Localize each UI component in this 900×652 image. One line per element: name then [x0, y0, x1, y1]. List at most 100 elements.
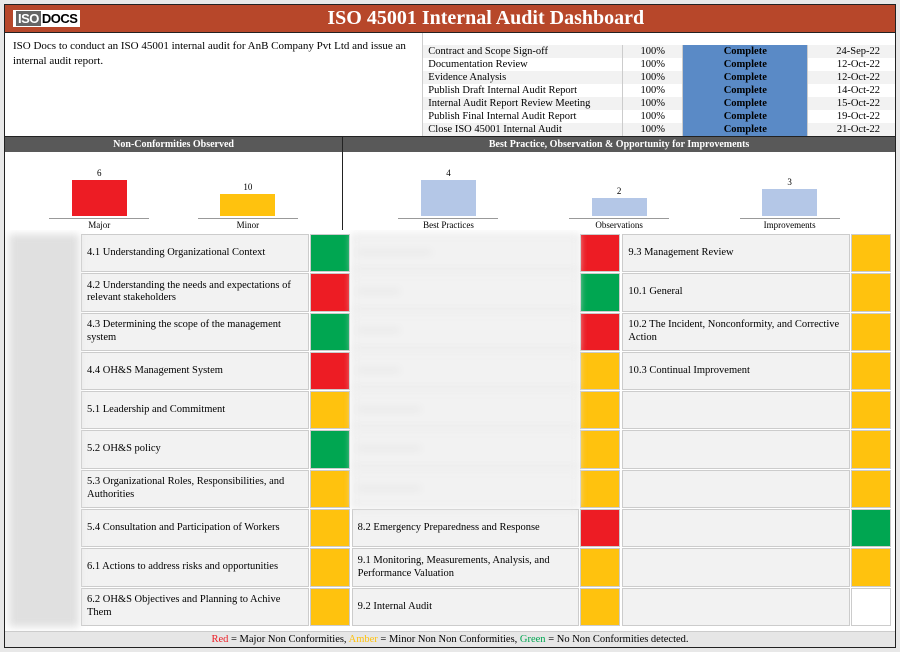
logo-iso: ISO	[16, 11, 41, 26]
matrix-label: ——————	[352, 430, 580, 468]
matrix-row: 6.2 OH&S Objectives and Planning to Achi…	[81, 588, 350, 627]
milestone-pct: 100%	[623, 58, 683, 71]
legend-red: Red	[211, 634, 228, 645]
page-title: ISO 45001 Internal Audit Dashboard	[82, 7, 889, 30]
matrix-status	[851, 234, 891, 272]
matrix-label: ————	[352, 352, 580, 390]
matrix-label: 4.2 Understanding the needs and expectat…	[81, 273, 309, 311]
matrix-label: 9.1 Monitoring, Measurements, Analysis, …	[352, 548, 580, 586]
milestone-pct: 100%	[623, 123, 683, 136]
logo-docs: DOCS	[42, 11, 78, 26]
milestone-name: Documentation Review	[423, 58, 623, 71]
milestone-pct: 100%	[623, 84, 683, 97]
matrix-label	[622, 470, 850, 508]
matrix-row: 10.3 Continual Improvement	[622, 352, 891, 391]
matrix-label: ——————	[352, 470, 580, 508]
left-blur	[9, 234, 79, 627]
milestone-status: Complete	[683, 84, 808, 97]
bar-value: 4	[446, 168, 451, 178]
matrix-status	[580, 509, 620, 547]
matrix-row: 4.4 OH&S Management System	[81, 352, 350, 391]
matrix-status	[310, 430, 350, 468]
bar-label: Best Practices	[398, 218, 498, 230]
matrix-row: 8.2 Emergency Preparedness and Response	[352, 509, 621, 548]
matrix-row: 4.1 Understanding Organizational Context	[81, 234, 350, 273]
milestone-status: Complete	[683, 123, 808, 136]
bar-label: Major	[49, 218, 149, 230]
milestone-name: Evidence Analysis	[423, 71, 623, 84]
bar	[72, 180, 127, 216]
matrix-row	[622, 470, 891, 509]
matrix-label: 5.3 Organizational Roles, Responsibiliti…	[81, 470, 309, 508]
matrix-label: 9.3 Management Review	[622, 234, 850, 272]
milestone-row: Internal Audit Report Review Meeting100%…	[423, 97, 895, 110]
milestone-status: Complete	[683, 110, 808, 123]
matrix-status	[851, 352, 891, 390]
dashboard-frame: ISO DOCS ISO 45001 Internal Audit Dashbo…	[4, 4, 896, 648]
matrix-label: 9.2 Internal Audit	[352, 588, 580, 626]
matrix-label: ——————	[352, 391, 580, 429]
bar-label: Improvements	[740, 218, 840, 230]
matrix-row: 10.2 The Incident, Nonconformity, and Co…	[622, 313, 891, 352]
matrix-status	[580, 391, 620, 429]
milestone-name: Close ISO 45001 Internal Audit	[423, 123, 623, 136]
matrix-row: 4.3 Determining the scope of the managem…	[81, 313, 350, 352]
matrix-row: 9.1 Monitoring, Measurements, Analysis, …	[352, 548, 621, 587]
milestone-row: Publish Final Internal Audit Report100%C…	[423, 110, 895, 123]
matrix-label: 10.2 The Incident, Nonconformity, and Co…	[622, 313, 850, 351]
bar-group: 10 Minor	[198, 182, 298, 230]
bar	[592, 198, 647, 216]
matrix-status	[310, 313, 350, 351]
bar	[421, 180, 476, 216]
matrix-row: ——————	[352, 391, 621, 430]
matrix-row	[622, 391, 891, 430]
bar-value: 10	[243, 182, 252, 192]
matrix-status	[851, 391, 891, 429]
matrix-row: ——————	[352, 430, 621, 469]
milestone-row: Close ISO 45001 Internal Audit100%Comple…	[423, 123, 895, 136]
matrix-row	[622, 548, 891, 587]
legend-amber: Amber	[349, 634, 378, 645]
milestone-name: Publish Draft Internal Audit Report	[423, 84, 623, 97]
chart-bestpractice: Best Practice, Observation & Opportunity…	[343, 137, 895, 230]
matrix-row: 5.3 Organizational Roles, Responsibiliti…	[81, 470, 350, 509]
matrix-label: 10.3 Continual Improvement	[622, 352, 850, 390]
matrix-status	[310, 273, 350, 311]
matrix-label: 5.4 Consultation and Participation of Wo…	[81, 509, 309, 547]
matrix-label: ————	[352, 273, 580, 311]
milestone-status: Complete	[683, 58, 808, 71]
summary-text: ISO Docs to conduct an ISO 45001 interna…	[5, 33, 423, 136]
matrix-label: 10.1 General	[622, 273, 850, 311]
bar-group: 2Observations	[569, 186, 669, 230]
milestone-pct: 100%	[623, 45, 683, 58]
milestone-date: 12-Oct-22	[808, 58, 895, 71]
matrix-status	[851, 273, 891, 311]
milestone-row: Contract and Scope Sign-off100%Complete2…	[423, 45, 895, 58]
matrix-col-2: —————————————————————————————————————8.2…	[352, 234, 621, 627]
matrix-status	[851, 430, 891, 468]
legend: Red = Major Non Conformities, Amber = Mi…	[5, 631, 895, 647]
matrix-status	[851, 470, 891, 508]
bar	[220, 194, 275, 216]
bar	[762, 189, 817, 216]
chart-nonconformities: Non-Conformities Observed 6Major10Minor	[5, 137, 343, 230]
milestone-status: Complete	[683, 97, 808, 110]
matrix-status	[310, 352, 350, 390]
matrix-label: 6.1 Actions to address risks and opportu…	[81, 548, 309, 586]
matrix-status	[851, 313, 891, 351]
matrix-row: ————	[352, 273, 621, 312]
matrix-status	[580, 313, 620, 351]
bar-value: 3	[787, 177, 792, 187]
milestone-row: Publish Draft Internal Audit Report100%C…	[423, 84, 895, 97]
matrix-label	[622, 548, 850, 586]
matrix-row: 9.3 Management Review	[622, 234, 891, 273]
matrix-status	[580, 548, 620, 586]
matrix-row: 9.2 Internal Audit	[352, 588, 621, 627]
milestone-status: Complete	[683, 71, 808, 84]
matrix-row: ———————	[352, 234, 621, 273]
bar-group: 4 Best Practices	[398, 168, 498, 230]
milestone-date: 19-Oct-22	[808, 110, 895, 123]
bar-label: Observations	[569, 218, 669, 230]
bar-label: Minor	[198, 218, 298, 230]
chart2-title: Best Practice, Observation & Opportunity…	[343, 137, 895, 152]
